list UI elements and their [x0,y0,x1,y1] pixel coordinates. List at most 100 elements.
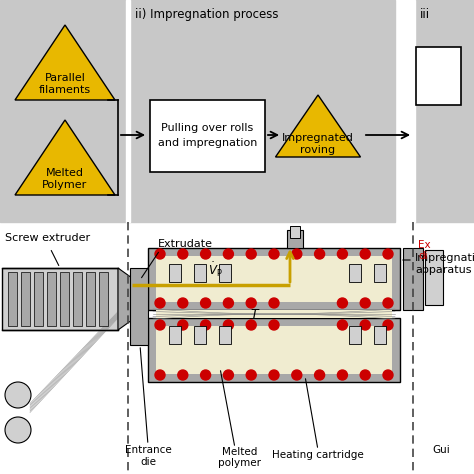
Circle shape [269,320,279,330]
Bar [156,310,392,318]
Bar [349,264,361,282]
Bar [194,264,206,282]
Circle shape [360,320,370,330]
Circle shape [269,249,279,259]
Circle shape [360,370,370,380]
Circle shape [337,298,347,308]
Bar [2,268,118,330]
Circle shape [269,370,279,380]
Bar [425,250,443,305]
Circle shape [337,320,347,330]
Circle shape [201,249,210,259]
Bar [349,326,361,344]
Text: Screw extruder: Screw extruder [5,233,90,243]
Circle shape [201,320,210,330]
Circle shape [383,320,393,330]
Bar [219,264,231,282]
Text: $\dot{V}_{\mathrm{P}}$: $\dot{V}_{\mathrm{P}}$ [208,261,223,279]
Text: Impregnation: Impregnation [415,253,474,263]
Bar [34,272,43,326]
Bar [169,264,181,282]
Text: iii: iii [420,8,430,21]
Circle shape [155,249,165,259]
Circle shape [292,249,302,259]
Bar [126,0,130,222]
Circle shape [155,370,165,380]
Text: and impregnation: and impregnation [158,138,257,148]
Bar [86,272,95,326]
Bar [156,256,392,302]
Circle shape [178,320,188,330]
Text: Heating cartridge: Heating cartridge [272,450,364,460]
Bar [374,326,386,344]
Bar [47,272,56,326]
Text: Entrance: Entrance [125,445,172,455]
Circle shape [360,298,370,308]
Bar [99,272,108,326]
Bar [194,326,206,344]
Circle shape [360,249,370,259]
Circle shape [315,370,325,380]
Circle shape [246,249,256,259]
Text: Pulling over rolls: Pulling over rolls [161,123,254,133]
Text: di: di [418,251,428,261]
Circle shape [201,298,210,308]
Circle shape [246,298,256,308]
Text: filaments: filaments [39,85,91,95]
Polygon shape [15,120,115,195]
Bar [60,272,69,326]
Circle shape [155,298,165,308]
Text: Extrudate: Extrudate [158,239,213,249]
Bar [148,248,400,310]
Circle shape [383,298,393,308]
Bar [287,230,303,248]
Polygon shape [118,268,132,330]
Text: Ex: Ex [418,240,430,250]
Circle shape [5,417,31,443]
Bar [416,47,461,105]
Circle shape [178,298,188,308]
Bar [374,264,386,282]
Circle shape [223,249,233,259]
Bar [415,0,474,222]
Text: Melted: Melted [46,168,84,178]
Bar [8,272,17,326]
Text: roving: roving [301,145,336,155]
Text: Parallel: Parallel [45,73,85,83]
Circle shape [5,382,31,408]
Circle shape [246,370,256,380]
Circle shape [337,249,347,259]
Text: polymer: polymer [219,458,262,468]
Text: Melted: Melted [222,447,258,457]
Text: Gui: Gui [432,445,450,455]
Circle shape [246,320,256,330]
Bar [150,100,265,172]
Bar [411,0,415,222]
Circle shape [178,249,188,259]
Bar [128,0,395,222]
Text: Impregnated: Impregnated [282,133,354,143]
Polygon shape [275,95,361,157]
Bar [73,272,82,326]
Bar [130,268,148,345]
Bar [169,326,181,344]
Bar [21,272,30,326]
Bar [0,0,128,222]
Circle shape [178,370,188,380]
Bar [156,326,392,374]
Bar [403,248,423,310]
Circle shape [223,370,233,380]
Circle shape [337,370,347,380]
Circle shape [223,298,233,308]
Bar [148,318,400,382]
Text: apparatus: apparatus [415,265,472,275]
Circle shape [315,249,325,259]
Polygon shape [15,25,115,100]
Circle shape [292,370,302,380]
Text: Polymer: Polymer [42,180,88,190]
Circle shape [383,370,393,380]
Circle shape [223,320,233,330]
Text: $T$: $T$ [250,308,260,320]
Circle shape [201,370,210,380]
Bar [290,226,300,238]
